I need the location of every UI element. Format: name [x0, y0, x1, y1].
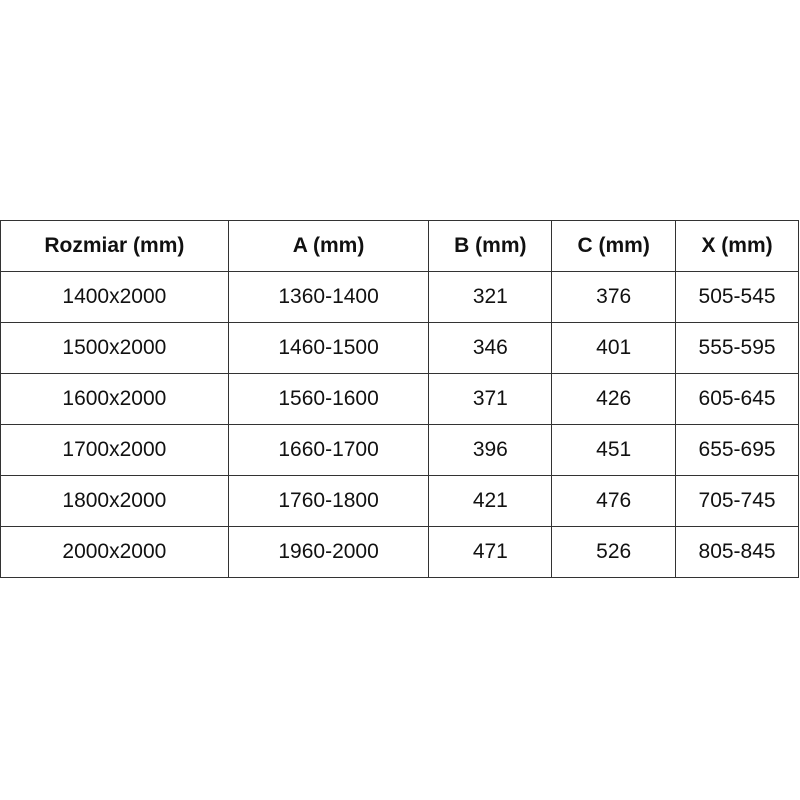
- header-cell: A (mm): [227, 220, 430, 272]
- table-row: 1400x2000 1360-1400 321 376 505-545: [0, 271, 799, 323]
- table-cell: 555-595: [675, 322, 799, 374]
- header-row: Rozmiar (mm) A (mm) B (mm) C (mm) X (mm): [0, 220, 799, 272]
- table-cell: 401: [551, 322, 677, 374]
- table-row: 1700x2000 1660-1700 396 451 655-695: [0, 424, 799, 476]
- header-cell: X (mm): [675, 220, 799, 272]
- table-cell: 421: [428, 475, 553, 527]
- table-cell: 1560-1600: [227, 373, 430, 425]
- table-cell: 1360-1400: [227, 271, 430, 323]
- table-cell: 2000x2000: [0, 526, 229, 578]
- table-cell: 1760-1800: [227, 475, 430, 527]
- table-cell: 451: [551, 424, 677, 476]
- table-cell: 396: [428, 424, 553, 476]
- table-cell: 1460-1500: [227, 322, 430, 374]
- header-cell: B (mm): [428, 220, 553, 272]
- header-cell: Rozmiar (mm): [0, 220, 229, 272]
- dimensions-table: Rozmiar (mm) A (mm) B (mm) C (mm) X (mm)…: [0, 220, 799, 578]
- table-cell: 371: [428, 373, 553, 425]
- table-cell: 1500x2000: [0, 322, 229, 374]
- table-cell: 321: [428, 271, 553, 323]
- table-row: 2000x2000 1960-2000 471 526 805-845: [0, 526, 799, 578]
- table-row: 1500x2000 1460-1500 346 401 555-595: [0, 322, 799, 374]
- table-cell: 705-745: [675, 475, 799, 527]
- table-cell: 1600x2000: [0, 373, 229, 425]
- table-cell: 1960-2000: [227, 526, 430, 578]
- table-cell: 1660-1700: [227, 424, 430, 476]
- table-row: 1600x2000 1560-1600 371 426 605-645: [0, 373, 799, 425]
- table-cell: 1800x2000: [0, 475, 229, 527]
- table-cell: 426: [551, 373, 677, 425]
- table-cell: 605-645: [675, 373, 799, 425]
- header-cell: C (mm): [551, 220, 677, 272]
- table-cell: 1700x2000: [0, 424, 229, 476]
- table-row: 1800x2000 1760-1800 421 476 705-745: [0, 475, 799, 527]
- table-cell: 346: [428, 322, 553, 374]
- table-cell: 1400x2000: [0, 271, 229, 323]
- table-cell: 471: [428, 526, 553, 578]
- table-cell: 505-545: [675, 271, 799, 323]
- table-cell: 476: [551, 475, 677, 527]
- table-cell: 805-845: [675, 526, 799, 578]
- table-cell: 376: [551, 271, 677, 323]
- table-cell: 655-695: [675, 424, 799, 476]
- table-cell: 526: [551, 526, 677, 578]
